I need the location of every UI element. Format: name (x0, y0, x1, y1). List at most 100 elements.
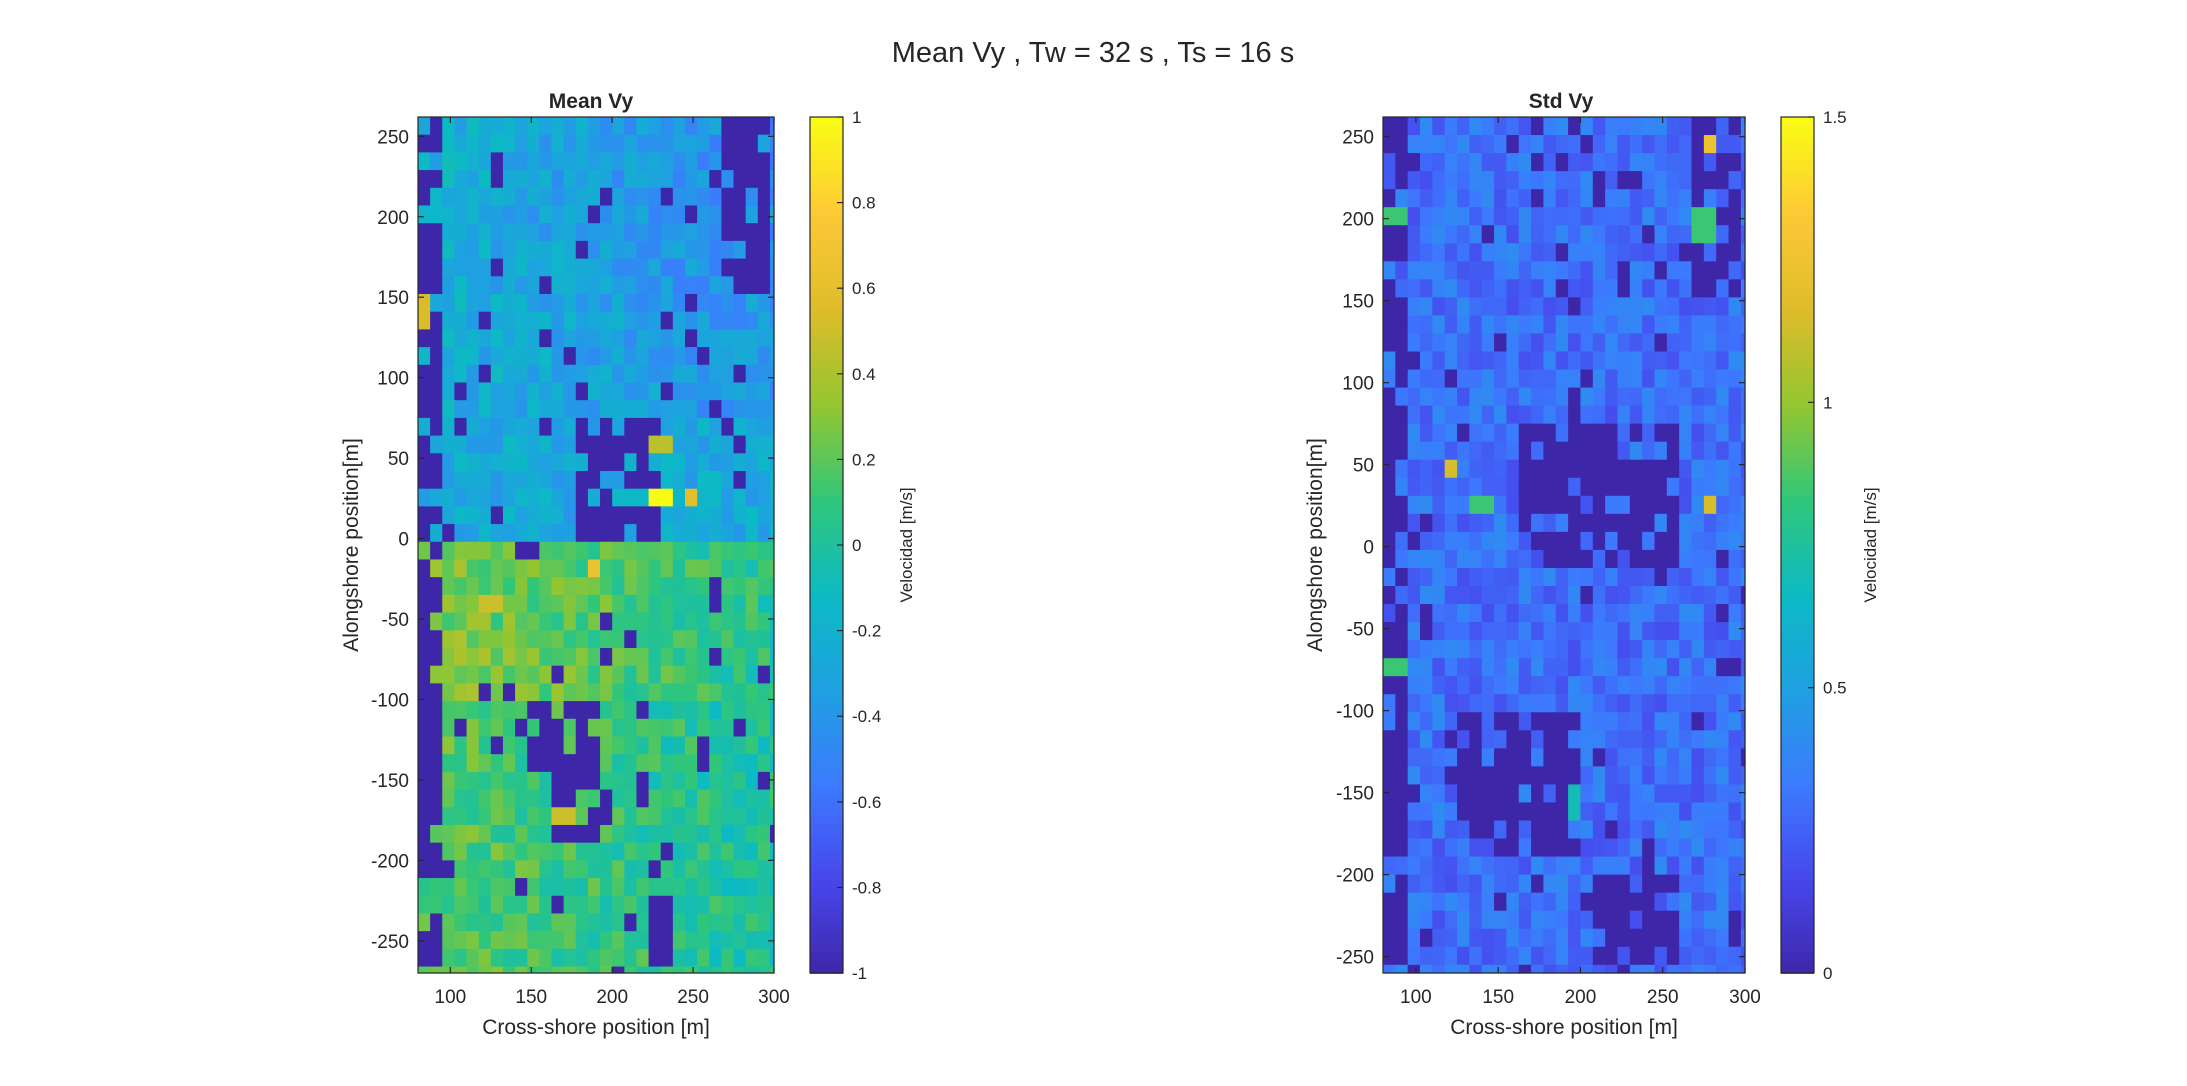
heatmap-cell (1531, 225, 1545, 244)
heatmap-cell (1531, 369, 1545, 389)
heatmap-cell (1703, 243, 1717, 262)
heatmap-cell (1444, 549, 1458, 569)
colorbar-segment (1781, 487, 1814, 496)
heatmap-cell (1666, 802, 1680, 822)
heatmap-cell (636, 134, 650, 153)
heatmap-cell (697, 205, 710, 224)
colorbar-segment (1781, 958, 1814, 967)
heatmap-cell (660, 948, 674, 968)
heatmap-cell (672, 152, 686, 171)
heatmap-cell (1383, 153, 1396, 172)
heatmap-cell (454, 382, 468, 401)
y-tick-label: 0 (398, 530, 409, 551)
heatmap-cell (587, 417, 601, 437)
heatmap-cell (1432, 694, 1446, 713)
colorbar-segment (810, 487, 843, 496)
heatmap-cell (1469, 477, 1483, 497)
heatmap-cell (1432, 784, 1446, 804)
heatmap-cell (660, 807, 674, 826)
heatmap-cell (1728, 513, 1742, 533)
heatmap-cell (1469, 531, 1483, 551)
heatmap-cell (1592, 207, 1606, 226)
heatmap-cell (551, 470, 565, 490)
heatmap-cell (587, 311, 601, 330)
heatmap-cell (454, 824, 468, 844)
heatmap-cell (442, 276, 456, 295)
heatmap-cell (1457, 261, 1470, 280)
heatmap-cell (418, 117, 431, 136)
heatmap-cell (418, 931, 431, 950)
heatmap-cell (1518, 766, 1532, 786)
heatmap-cell (685, 470, 698, 490)
heatmap-cell (1494, 261, 1508, 280)
colorbar-segment (810, 759, 843, 767)
heatmap-cell (1679, 874, 1693, 894)
y-tick-label: 50 (1353, 456, 1374, 477)
heatmap-cell (1691, 207, 1705, 226)
heatmap-cell (612, 134, 625, 153)
colorbar-segment (810, 623, 843, 632)
heatmap-cell (515, 860, 528, 879)
heatmap-cell (648, 842, 662, 861)
heatmap-cell (612, 541, 625, 561)
heatmap-cell (1543, 946, 1557, 966)
heatmap-cell (636, 524, 650, 543)
heatmap-cell (672, 594, 686, 614)
heatmap-cell (1407, 459, 1421, 479)
heatmap-cell (551, 895, 565, 915)
heatmap-cell (1555, 369, 1569, 389)
heatmap-cell (478, 293, 492, 313)
heatmap-cell (1420, 153, 1433, 172)
heatmap-cell (1666, 946, 1680, 966)
heatmap-cell (587, 665, 601, 684)
heatmap-cell (1432, 856, 1446, 876)
heatmap-cell (1728, 549, 1742, 569)
heatmap-cell (502, 435, 516, 454)
heatmap-cell (1432, 748, 1446, 767)
heatmap-cell (515, 329, 528, 348)
heatmap-cell (1481, 369, 1495, 389)
heatmap-cell (1420, 531, 1433, 551)
heatmap-cell (757, 470, 771, 490)
heatmap-cell (1407, 712, 1421, 731)
heatmap-cell (697, 683, 710, 702)
heatmap-cell (1629, 910, 1643, 930)
heatmap-cell (1383, 225, 1396, 244)
heatmap-cell (624, 966, 638, 974)
heatmap-cell (709, 824, 723, 844)
heatmap-cell (1740, 874, 1746, 894)
heatmap-cell (490, 134, 504, 153)
heatmap-cell (1703, 694, 1717, 713)
colorbar-segment (810, 737, 843, 746)
heatmap-cell (1531, 640, 1545, 659)
heatmap-cell (685, 240, 698, 260)
heatmap-cell (660, 736, 674, 755)
heatmap-cell (757, 665, 771, 684)
heatmap-cell (478, 223, 492, 242)
heatmap-cell (1420, 874, 1433, 894)
heatmap-cell (1506, 586, 1520, 605)
heatmap-cell (624, 382, 638, 401)
heatmap-cell (612, 364, 625, 384)
colorbar-segment (1781, 751, 1814, 760)
heatmap-cell (1383, 820, 1396, 840)
heatmap-cell (721, 524, 735, 543)
heatmap-cell (636, 577, 650, 596)
heatmap-cell (1716, 225, 1730, 244)
heatmap-cell (1703, 820, 1717, 840)
heatmap-cell (1420, 243, 1433, 262)
heatmap-cell (1506, 495, 1520, 515)
heatmap-cell (1469, 910, 1483, 930)
heatmap-cell (1654, 189, 1668, 208)
heatmap-cell (648, 895, 662, 915)
heatmap-cell (636, 470, 650, 490)
heatmap-cell (563, 453, 577, 472)
heatmap-cell (1457, 766, 1470, 786)
heatmap-cell (1740, 405, 1746, 425)
heatmap-cell (1728, 910, 1742, 930)
heatmap-cell (733, 524, 747, 543)
heatmap-cell (624, 347, 638, 366)
heatmap-cell (1457, 820, 1470, 840)
heatmap-cell (1740, 928, 1746, 948)
